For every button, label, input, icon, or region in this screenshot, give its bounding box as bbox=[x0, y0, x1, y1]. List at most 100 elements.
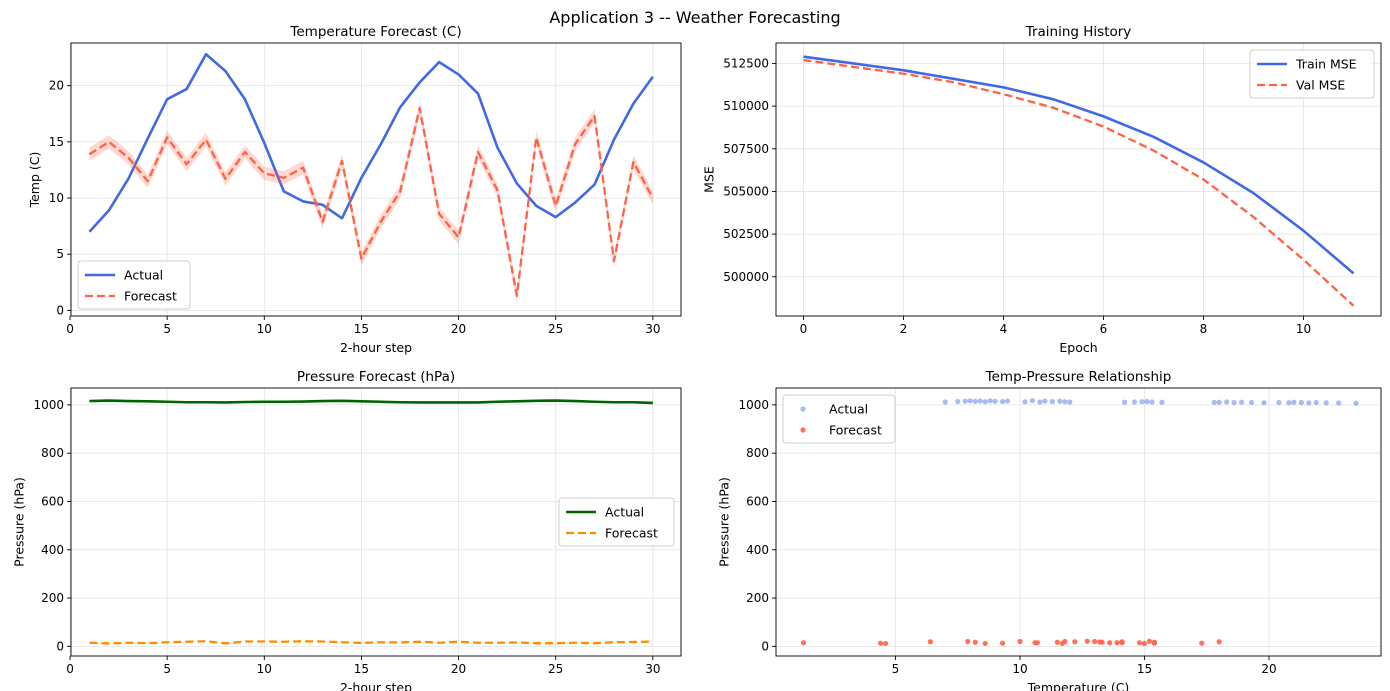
y-tick-label: 5 bbox=[56, 247, 64, 261]
legend: Actual Forecast bbox=[782, 394, 896, 444]
legend: Actual Forecast bbox=[77, 260, 191, 310]
y-tick-label: 200 bbox=[41, 591, 64, 605]
scatter-point-actual bbox=[1037, 399, 1043, 405]
scatter-point-actual bbox=[1131, 399, 1138, 405]
x-tick-label: 20 bbox=[1261, 662, 1276, 676]
scatter-point-actual bbox=[967, 398, 973, 404]
scatter-point-forecast bbox=[1034, 640, 1041, 646]
scatter-point-actual bbox=[1211, 399, 1217, 406]
scatter-point-actual bbox=[1276, 399, 1282, 406]
series-line-actual bbox=[88, 52, 654, 233]
axes-frame bbox=[775, 42, 1382, 317]
scatter-point-forecast bbox=[800, 640, 806, 646]
x-axis-label: Epoch bbox=[1059, 340, 1097, 355]
legend: Actual Forecast bbox=[558, 497, 675, 547]
scatter-point-actual bbox=[1067, 399, 1073, 405]
scatter-point-actual bbox=[992, 398, 998, 404]
y-tick-label: 0 bbox=[761, 639, 769, 653]
scatter-point-actual bbox=[1231, 399, 1237, 406]
y-tick-label: 600 bbox=[746, 494, 769, 508]
y-axis-label: Pressure (hPa) bbox=[12, 477, 27, 567]
scatter-point-actual bbox=[955, 398, 961, 405]
scatter-point-actual bbox=[1159, 399, 1165, 405]
x-tick-label: 15 bbox=[354, 662, 369, 676]
y-tick-label: 20 bbox=[49, 79, 64, 93]
chart-title: Temperature Forecast (C) bbox=[289, 24, 461, 40]
scatter-point-actual bbox=[1238, 399, 1245, 405]
y-tick-label: 505000 bbox=[723, 184, 769, 198]
series-line-val-mse bbox=[803, 58, 1355, 307]
scatter-point-actual bbox=[1248, 399, 1255, 406]
scatter-point-forecast bbox=[1107, 640, 1113, 646]
legend-marker bbox=[800, 427, 806, 433]
y-tick-label: 510000 bbox=[723, 99, 769, 113]
x-tick-label: 30 bbox=[645, 662, 660, 676]
y-tick-label: 400 bbox=[746, 543, 769, 557]
scatter-point-actual bbox=[1144, 398, 1150, 405]
legend-frame bbox=[782, 394, 896, 444]
scatter-point-forecast bbox=[1136, 640, 1143, 646]
scatter-point-actual bbox=[1261, 400, 1267, 406]
y-axis-label: Pressure (hPa) bbox=[717, 477, 732, 567]
scatter-point-forecast bbox=[1054, 639, 1060, 645]
scatter-point-actual bbox=[1298, 399, 1304, 406]
chart-title: Temp-Pressure Relationship bbox=[985, 369, 1172, 385]
scatter-point-actual bbox=[1306, 400, 1312, 406]
y-tick-label: 1000 bbox=[738, 398, 769, 412]
y-axis-label: MSE bbox=[701, 166, 716, 193]
plot-area bbox=[800, 397, 1359, 647]
x-tick-label: 5 bbox=[892, 662, 900, 676]
scatter-point-forecast bbox=[1099, 639, 1105, 645]
series-line-actual bbox=[89, 399, 653, 405]
scatter-point-forecast bbox=[999, 640, 1006, 646]
x-tick-label: 10 bbox=[1296, 322, 1311, 336]
x-tick-label: 0 bbox=[66, 662, 74, 676]
legend-marker bbox=[800, 406, 806, 412]
scatter-point-actual bbox=[999, 398, 1006, 405]
legend-label: Val MSE bbox=[1296, 78, 1345, 93]
plot-area bbox=[88, 52, 654, 303]
legend-label: Actual bbox=[829, 402, 868, 417]
x-tick-label: 20 bbox=[451, 322, 466, 336]
series-line-forecast bbox=[88, 107, 654, 297]
x-tick-label: 5 bbox=[163, 662, 171, 676]
legend-label: Actual bbox=[124, 268, 163, 283]
scatter-point-forecast bbox=[1017, 638, 1023, 645]
scatter-point-forecast bbox=[1216, 639, 1222, 645]
scatter-point-actual bbox=[1029, 397, 1036, 404]
scatter-point-actual bbox=[982, 399, 988, 405]
axes-frame bbox=[775, 387, 1382, 657]
legend-frame bbox=[77, 260, 191, 310]
x-tick-label: 6 bbox=[1100, 322, 1108, 336]
x-tick-label: 10 bbox=[257, 322, 272, 336]
x-tick-label: 4 bbox=[1000, 322, 1008, 336]
scatter-point-forecast bbox=[972, 639, 978, 645]
scatter-point-actual bbox=[1139, 399, 1145, 405]
x-tick-label: 0 bbox=[800, 322, 808, 336]
scatter-point-actual bbox=[1353, 400, 1359, 406]
scatter-point-forecast bbox=[1084, 638, 1090, 644]
scatter-point-actual bbox=[1224, 399, 1230, 405]
x-tick-label: 30 bbox=[645, 322, 660, 336]
y-tick-label: 500000 bbox=[723, 270, 769, 284]
legend: Train MSE Val MSE bbox=[1249, 49, 1375, 99]
y-tick-label: 0 bbox=[56, 303, 64, 317]
scatter-point-actual bbox=[1149, 399, 1155, 405]
legend-frame bbox=[558, 497, 675, 547]
x-tick-label: 0 bbox=[66, 322, 74, 336]
y-tick-label: 800 bbox=[746, 446, 769, 460]
scatter-point-actual bbox=[942, 399, 948, 405]
x-tick-label: 25 bbox=[548, 662, 563, 676]
axes-frame bbox=[70, 42, 682, 317]
scatter-point-forecast bbox=[1119, 640, 1125, 646]
subplot-2: 0 2 4 6 8 10 500000 502500 505000 507500 510000 512… bbox=[701, 24, 1382, 355]
scatter-point-actual bbox=[1042, 398, 1048, 404]
legend-label: Actual bbox=[605, 505, 644, 520]
scatter-point-forecast bbox=[882, 640, 889, 647]
series-line-train-mse bbox=[803, 55, 1355, 275]
scatter-point-actual bbox=[1313, 399, 1319, 406]
y-tick-label: 10 bbox=[49, 191, 64, 205]
scatter-point-actual bbox=[1291, 399, 1297, 405]
scatter-point-actual bbox=[972, 398, 978, 404]
figure-title: Application 3 -- Weather Forecasting bbox=[549, 8, 841, 27]
